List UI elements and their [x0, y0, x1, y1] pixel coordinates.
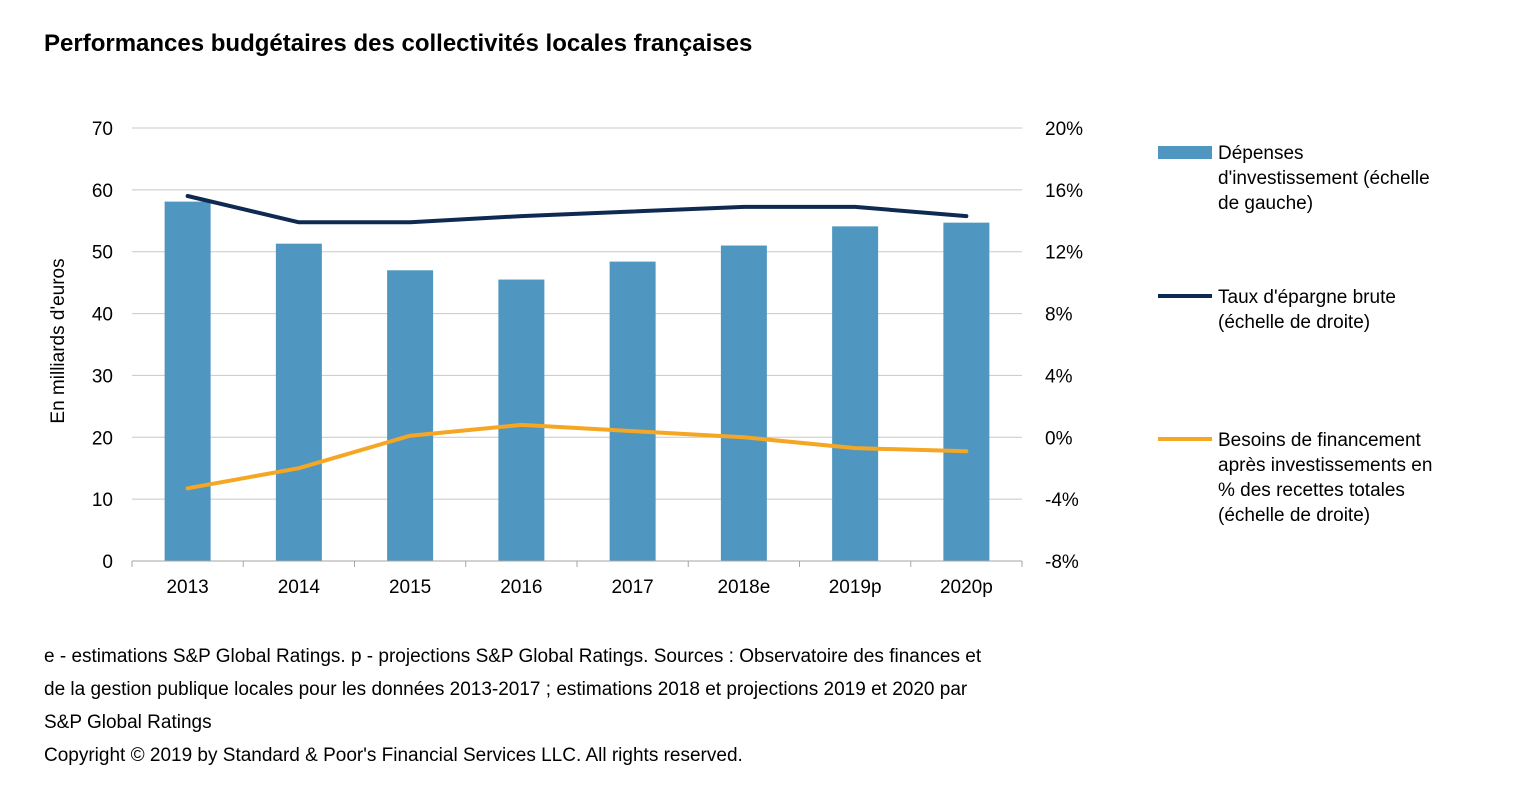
legend-label: % des recettes totales	[1218, 480, 1405, 501]
left-tick-label: 20	[92, 428, 113, 449]
footnote-line: Copyright © 2019 by Standard & Poor's Fi…	[44, 745, 743, 766]
footnote: e - estimations S&P Global Ratings. p - …	[44, 640, 1154, 772]
x-tick-label: 2016	[500, 577, 542, 598]
axes	[131, 560, 1023, 567]
left-tick-label: 0	[102, 552, 113, 573]
legend-label: Taux d'épargne brute	[1218, 287, 1396, 308]
x-tick-label: 2014	[278, 577, 321, 598]
chart-title: Performances budgétaires des collectivit…	[44, 30, 753, 57]
bar	[720, 245, 767, 561]
legend-label: (échelle de droite)	[1218, 505, 1370, 526]
chart: 0 -8% 10 -4% 20 0% 30 4% 40 8% 50 12% 60 16% 70 20% 2013…	[48, 119, 1432, 598]
series-line	[185, 194, 969, 225]
x-tick-label: 2018e	[717, 577, 770, 598]
legend: Dépenses d'investissement (échelle de gauc…	[1158, 143, 1432, 526]
legend-label: Besoins de financement	[1218, 430, 1422, 451]
bar	[498, 279, 545, 561]
bar	[164, 201, 211, 562]
right-tick-label: -8%	[1045, 552, 1079, 573]
footnote-line: S&P Global Ratings	[44, 712, 212, 733]
left-tick-label: 40	[92, 305, 113, 326]
right-tick-label: -4%	[1045, 490, 1079, 511]
left-tick-label: 60	[92, 181, 113, 202]
x-tick-label: 2015	[389, 577, 431, 598]
left-tick-label: 10	[92, 490, 113, 511]
line-series	[185, 194, 969, 491]
right-tick-label: 20%	[1045, 119, 1083, 140]
left-tick-label: 70	[92, 119, 113, 140]
right-tick-label: 4%	[1045, 366, 1073, 387]
legend-label: Dépenses	[1218, 143, 1304, 164]
legend-label: de gauche)	[1218, 193, 1313, 214]
bar-series	[164, 201, 990, 562]
bar	[943, 222, 990, 562]
x-tick-label: 2019p	[829, 577, 882, 598]
legend-label: après investissements en	[1218, 455, 1432, 476]
gridlines	[132, 127, 1022, 500]
bar	[275, 243, 322, 561]
right-tick-label: 8%	[1045, 305, 1073, 326]
footnote-line: de la gestion publique locales pour les …	[44, 679, 968, 700]
bar	[387, 270, 434, 561]
series-line	[185, 422, 969, 491]
left-axis-title: En milliards d'euros	[48, 258, 69, 423]
legend-label: (échelle de droite)	[1218, 312, 1370, 333]
right-tick-label: 16%	[1045, 181, 1083, 202]
bar	[832, 226, 879, 562]
x-tick-label: 2020p	[940, 577, 993, 598]
legend-swatch	[1158, 146, 1212, 159]
tick-labels: 0 -8% 10 -4% 20 0% 30 4% 40 8% 50 12% 60 16% 70 20% 2013…	[92, 119, 1083, 598]
bar	[609, 261, 656, 561]
right-tick-label: 0%	[1045, 428, 1073, 449]
x-tick-label: 2017	[611, 577, 653, 598]
left-tick-label: 30	[92, 366, 113, 387]
left-tick-label: 50	[92, 243, 113, 264]
x-tick-label: 2013	[166, 577, 208, 598]
right-tick-label: 12%	[1045, 243, 1083, 264]
footnote-line: e - estimations S&P Global Ratings. p - …	[44, 646, 982, 667]
legend-label: d'investissement (échelle	[1218, 168, 1430, 189]
